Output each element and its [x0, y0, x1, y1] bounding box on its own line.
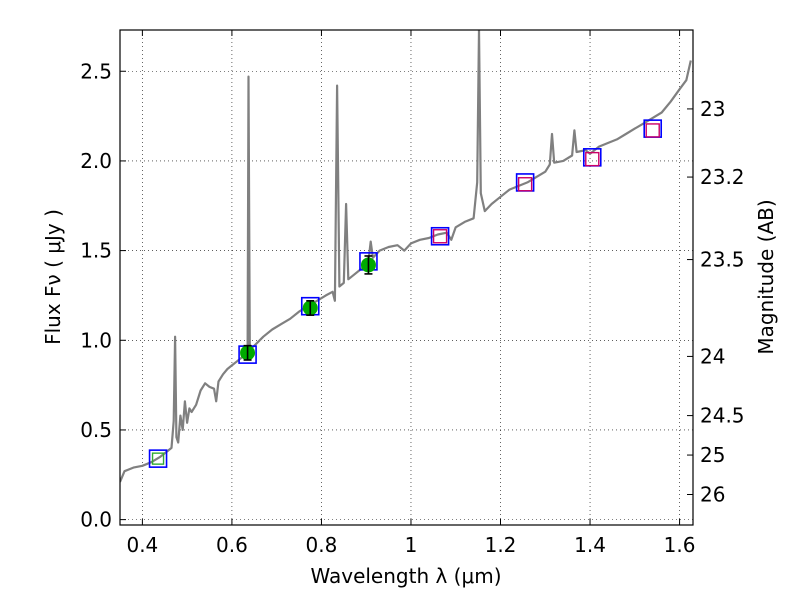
x-tick-label: 0.4 — [126, 533, 158, 557]
grid-lines — [120, 30, 693, 525]
upper-limit-marker — [645, 123, 660, 138]
plot-background — [120, 30, 693, 525]
x-tick-label: 1.4 — [574, 533, 606, 557]
y-axis-label-left: Flux Fν ( μJy ) — [41, 209, 65, 345]
magnitude-tick-label: 25 — [700, 443, 725, 467]
y-tick-label: 2.5 — [80, 59, 112, 83]
x-tick-label: 1 — [405, 533, 418, 557]
x-tick-label: 0.6 — [216, 533, 248, 557]
upper-limit-marker — [585, 151, 600, 167]
magnitude-tick-label: 26 — [700, 483, 725, 507]
x-tick-label: 1.2 — [485, 533, 517, 557]
spectrum-line — [120, 30, 692, 483]
y-tick-label: 0.0 — [80, 508, 112, 532]
y-tick-label: 1.5 — [80, 239, 112, 263]
magnitude-tick-label: 23 — [700, 97, 725, 121]
x-tick-label: 0.8 — [306, 533, 338, 557]
axes-layer: 0.4 0.6 0.8 1 1.2 1.4 1.6 0.0 0.5 1.0 1.5 2.0 2.5 23 2… — [80, 30, 745, 557]
model-photometry-marker — [430, 226, 450, 246]
magnitude-tick-label: 23.2 — [700, 165, 745, 189]
upper-limit-marker — [432, 229, 448, 244]
y-tick-label: 1.0 — [80, 328, 112, 352]
magnitude-tick-label: 24.5 — [700, 404, 745, 428]
y-axis-label-right: Magnitude (AB) — [754, 199, 778, 354]
upper-limit-marker — [517, 177, 533, 192]
x-axis-label: Wavelength λ (μm) — [310, 564, 501, 588]
y-tick-label: 2.0 — [80, 149, 112, 173]
magnitude-tick-label: 23.5 — [700, 248, 745, 272]
y-tick-label: 0.5 — [80, 418, 112, 442]
series-layer — [120, 30, 692, 483]
x-tick-label: 1.6 — [664, 533, 696, 557]
hst-marker — [151, 452, 165, 465]
plot-frame — [119, 29, 694, 526]
model-photometry-marker — [148, 449, 168, 468]
magnitude-tick-label: 24 — [700, 344, 725, 368]
